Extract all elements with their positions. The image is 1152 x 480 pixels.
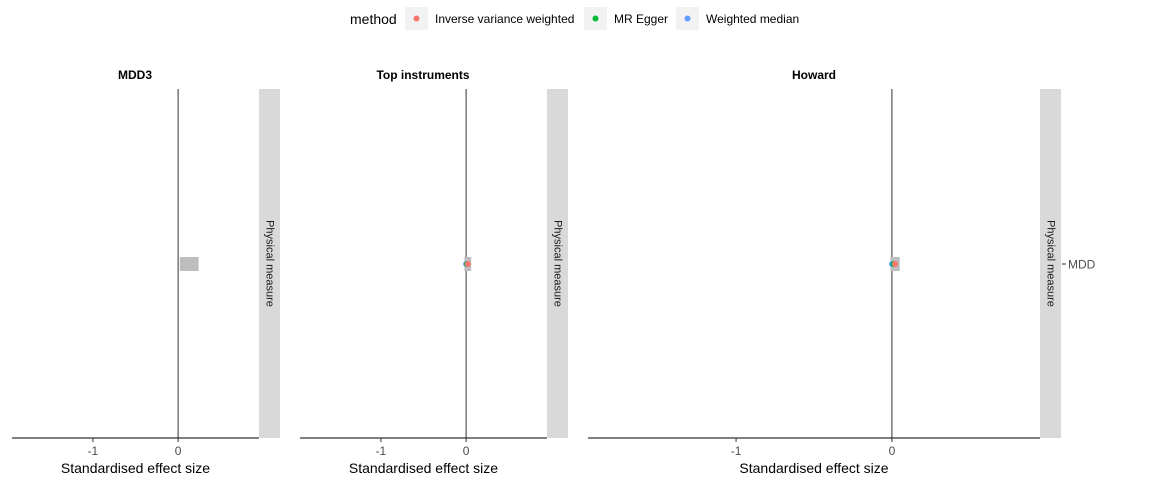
facet-strip	[547, 89, 568, 438]
x-tick-label: -1	[731, 444, 742, 458]
facet-strip-label: Physical measure	[264, 220, 276, 307]
legend-label: Inverse variance weighted	[435, 12, 574, 26]
x-axis-title: Standardised effect size	[61, 460, 210, 476]
point-inverse-variance-weighted	[892, 261, 899, 267]
facet-strip-label: Physical measure	[552, 220, 564, 307]
panel-mdd3: MDD3 -1 0 Standardised effect size Physical …	[12, 68, 280, 476]
x-tick-label: -1	[88, 444, 99, 458]
legend-item-weighted-median: Weighted median	[676, 7, 799, 30]
panel-title: Top instruments	[376, 68, 469, 82]
x-tick-label: 0	[889, 444, 896, 458]
row-label-mdd: MDD	[1068, 258, 1096, 272]
x-tick-label: 0	[463, 444, 470, 458]
panel-title: Howard	[792, 68, 836, 82]
legend-label: Weighted median	[706, 12, 799, 26]
legend-key-point	[413, 15, 420, 22]
row-label-group: MDD	[1062, 258, 1096, 272]
facet-strip	[259, 89, 280, 438]
legend-key-point	[684, 15, 691, 22]
legend-title: method	[350, 11, 397, 27]
facet-strip-label: Physical measure	[1045, 220, 1057, 307]
legend-item-inverse-variance-weighted: Inverse variance weighted	[405, 7, 574, 30]
x-tick-label: 0	[175, 444, 182, 458]
legend: method Inverse variance weighted MR Egger…	[350, 7, 799, 30]
point-inverse-variance-weighted	[464, 261, 471, 267]
facet-strip	[1040, 89, 1061, 438]
x-tick-label: -1	[376, 444, 387, 458]
x-axis-title: Standardised effect size	[349, 460, 498, 476]
error-bar-inverse-variance-weighted	[179, 257, 199, 271]
panel-title: MDD3	[118, 68, 152, 82]
x-axis-title: Standardised effect size	[739, 460, 888, 476]
panel-top-instruments: Top instruments -1 0 Standardised effect si…	[300, 68, 568, 476]
legend-item-mr-egger: MR Egger	[584, 7, 668, 30]
legend-label: MR Egger	[614, 12, 668, 26]
legend-key-point	[592, 15, 599, 22]
